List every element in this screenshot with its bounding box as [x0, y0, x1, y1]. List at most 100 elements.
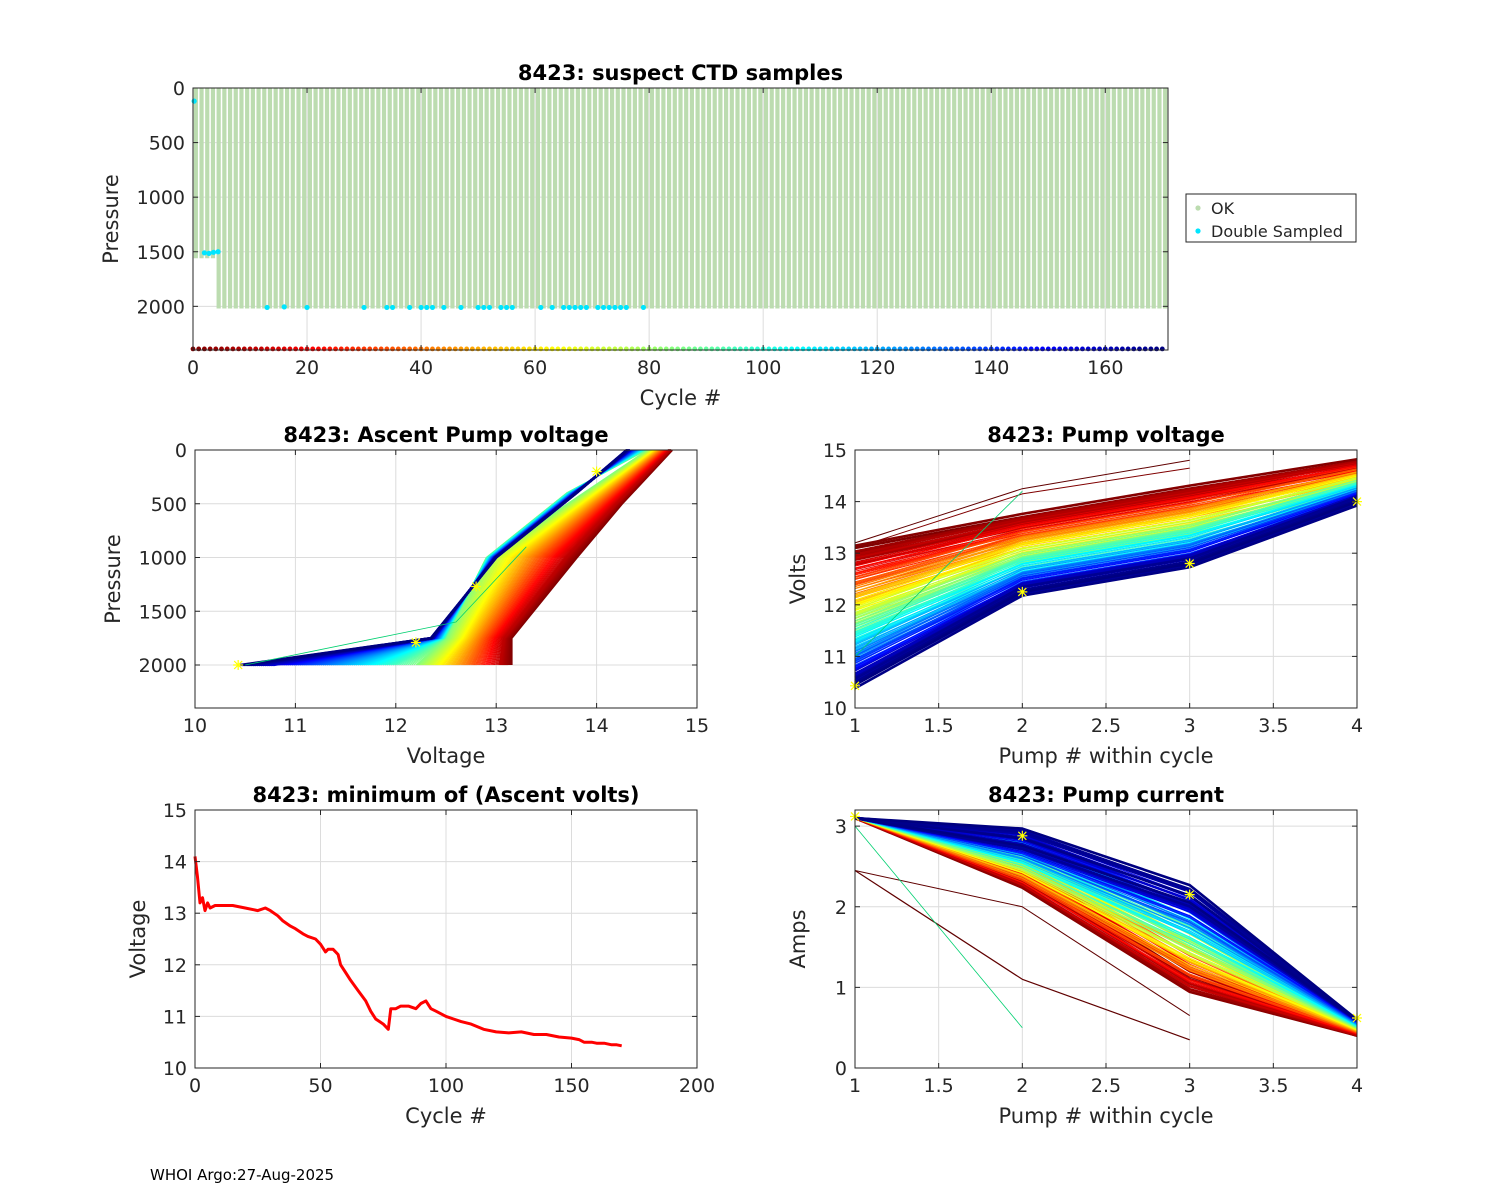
- cycle-color-dot: [521, 346, 527, 352]
- cycle-color-dot: [584, 346, 589, 352]
- chart-title: 8423: suspect CTD samples: [518, 61, 843, 85]
- double-sampled-point: [481, 304, 487, 311]
- pump-voltage-line: [854, 474, 1358, 599]
- cycle-color-dot: [1040, 346, 1045, 352]
- cycle-color-dot: [623, 346, 629, 352]
- cycle-color-dot: [732, 346, 738, 352]
- x-tick-label: 3.5: [1258, 1075, 1288, 1097]
- double-sampled-point: [595, 304, 601, 311]
- y-tick-label: 500: [151, 494, 187, 516]
- x-tick-label: 60: [523, 357, 547, 379]
- plot-marks: [233, 448, 673, 670]
- pump-voltage-line: [854, 485, 1358, 641]
- pump-current-line: [854, 816, 1358, 1021]
- cycle-color-dot: [224, 346, 230, 352]
- cycle-color-dot: [737, 346, 743, 352]
- cycle-color-dot: [504, 346, 509, 352]
- pump-current-line: [854, 817, 1358, 1029]
- pump-current-line: [854, 817, 1358, 1025]
- cycle-color-dot: [1159, 346, 1165, 352]
- pump-current-line: [854, 817, 1358, 1032]
- cycle-color-dot: [641, 346, 646, 352]
- cycle-color-dot: [1023, 346, 1028, 352]
- cycle-color-dot: [230, 346, 236, 352]
- cycle-color-dot: [1091, 346, 1097, 352]
- double-sampled-point: [475, 304, 481, 311]
- cycle-color-dot: [840, 346, 846, 352]
- cycle-color-dot: [777, 346, 783, 352]
- pump-voltage-outlier: [854, 467, 1190, 549]
- cycle-color-dot: [886, 346, 892, 352]
- x-tick-label: 80: [637, 357, 661, 379]
- axes: 0 50 100 150 200 10 11 12 13 14 15: [163, 800, 715, 1097]
- double-sampled-point: [304, 304, 310, 311]
- cycle-color-dot: [1137, 346, 1142, 352]
- y-tick-label: 13: [823, 543, 847, 565]
- pump-voltage-line: [854, 493, 1358, 667]
- pump-voltage-line: [854, 475, 1358, 605]
- axes: 0 20 40 60 80 100 120 140 160 0 500 1000 1500 2000: [137, 78, 1169, 379]
- cycle-color-dot: [1028, 346, 1034, 352]
- cycle-color-dot: [1154, 346, 1159, 352]
- x-tick-label: 1.5: [924, 1075, 954, 1097]
- cycle-color-dot: [669, 346, 675, 352]
- cycle-color-dot: [350, 346, 356, 352]
- y-tick-label: 0: [835, 1058, 847, 1080]
- cycle-color-dot: [555, 346, 561, 352]
- y-tick-label: 0: [175, 440, 187, 462]
- y-tick-label: 14: [823, 492, 847, 514]
- cycle-color-dot: [926, 346, 931, 352]
- double-sampled-point: [210, 249, 217, 255]
- pump-current-line: [854, 817, 1358, 1030]
- cycle-color-dot: [1074, 346, 1080, 352]
- legend-ok-marker: [1195, 205, 1201, 211]
- pump-current-line: [854, 817, 1358, 1031]
- cycle-color-dot: [1068, 346, 1074, 352]
- star-marker: [1184, 889, 1195, 900]
- pump-current-line: [854, 816, 1358, 1022]
- pump-voltage-line: [854, 491, 1358, 660]
- y-axis-label: Pressure: [101, 534, 125, 624]
- y-axis-label: Voltage: [126, 900, 150, 979]
- pump-current-line: [854, 817, 1358, 1028]
- cycle-color-dot: [298, 346, 304, 352]
- cycle-color-dot: [755, 346, 760, 352]
- double-sampled-point: [498, 304, 504, 311]
- pump-current-outlier: [854, 869, 1190, 1041]
- double-sampled-point: [429, 304, 436, 311]
- pump-current-line: [854, 817, 1358, 1023]
- cycle-color-dot: [338, 346, 344, 352]
- x-tick-label: 14: [585, 715, 609, 737]
- pump-current-line: [854, 817, 1358, 1023]
- cycle-color-dot: [663, 346, 669, 352]
- cycle-color-dot: [897, 346, 903, 352]
- pump-current-outlier: [854, 825, 1023, 1028]
- cycle-color-dot: [1034, 346, 1040, 352]
- ascent-profile-line: [240, 449, 628, 667]
- cycle-color-dot: [931, 346, 937, 352]
- pump-voltage-line: [854, 482, 1358, 627]
- cycle-color-dot: [213, 346, 219, 352]
- legend-double-marker: [1195, 228, 1201, 234]
- ascent-chart: 10 11 12 13 14 15 0 500 1000 1500 2000 8423: Ascent…: [101, 423, 709, 768]
- cycle-color-dot: [1119, 346, 1125, 352]
- cycle-color-dot: [321, 346, 327, 352]
- cycle-color-dot: [378, 346, 384, 352]
- cycle-color-dot: [202, 346, 207, 352]
- double-sampled-point: [612, 304, 618, 311]
- cycle-color-dot: [1097, 346, 1102, 352]
- cycle-color-dot: [618, 346, 624, 352]
- plot-marks: [850, 811, 1362, 1041]
- pump-voltage-outlier: [854, 491, 1023, 657]
- cycle-color-dot: [994, 346, 1000, 352]
- cycle-color-dot: [920, 346, 926, 352]
- cycle-color-dot: [1125, 346, 1131, 352]
- pump-voltage-line: [854, 465, 1358, 570]
- cycle-color-dot: [276, 346, 281, 352]
- cycle-color-dot: [316, 346, 321, 352]
- cycle-color-dot: [812, 346, 817, 352]
- cycle-color-dot: [629, 346, 635, 352]
